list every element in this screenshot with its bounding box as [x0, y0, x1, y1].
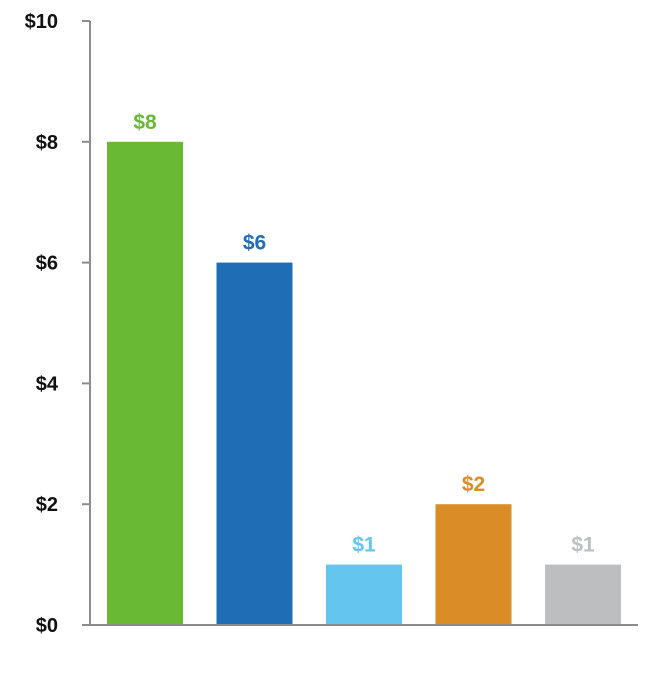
bar-value-label: $6	[243, 232, 266, 255]
bar-value-label: $8	[133, 111, 157, 134]
bar	[107, 141, 183, 626]
y-axis-ticks: $0 $2 $4 $6 $8 $10	[25, 11, 90, 637]
bar-value-label: $1	[352, 534, 376, 557]
bar	[326, 564, 402, 625]
y-tick-label: $6	[36, 253, 58, 275]
bar	[435, 504, 512, 625]
y-tick-label: $2	[36, 494, 58, 516]
y-tick-label: $10	[25, 11, 58, 33]
bar-value-label: $1	[571, 534, 595, 557]
bar-value-label: $2	[462, 473, 485, 496]
bars	[107, 141, 621, 626]
y-tick-label: $0	[36, 615, 58, 637]
data-labels: $8 $6 $1 $2 $1	[133, 111, 595, 557]
bar	[545, 564, 621, 625]
y-tick-label: $4	[36, 373, 59, 395]
bar	[216, 262, 293, 625]
y-tick-label: $8	[36, 132, 58, 154]
